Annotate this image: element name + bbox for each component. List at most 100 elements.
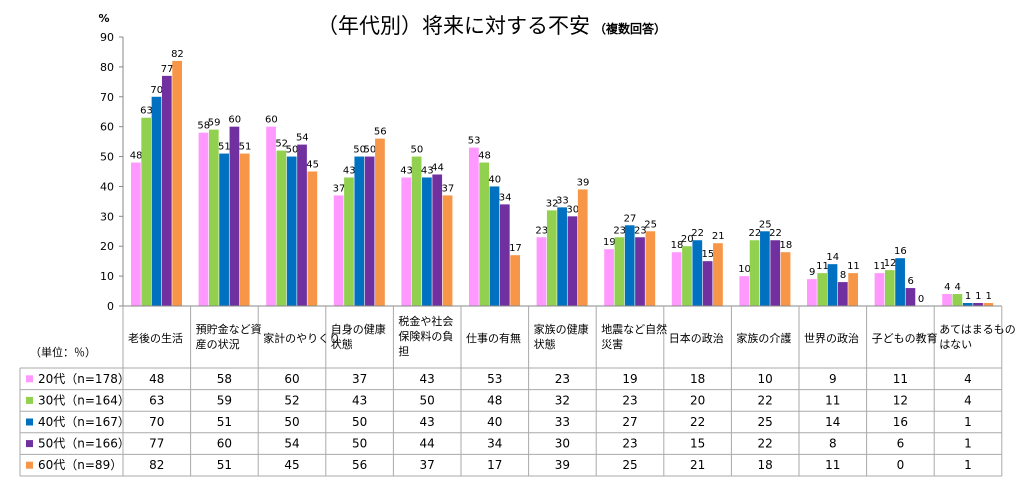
table-cell: 8: [829, 437, 837, 451]
bar-value-label: 14: [826, 252, 839, 263]
bar-value-label: 40: [488, 174, 501, 185]
bar-value-label: 21: [712, 231, 725, 242]
table-cell: 0: [897, 458, 905, 472]
bar-value-label: 25: [759, 219, 772, 230]
table-cell: 34: [487, 437, 502, 451]
table-cell: 11: [893, 372, 908, 386]
bar-value-label: 22: [749, 228, 762, 239]
bar-value-label: 11: [873, 261, 886, 272]
table-cell: 43: [352, 393, 367, 407]
bar-value-label: 44: [431, 162, 444, 173]
bar: [354, 156, 365, 306]
bar: [411, 156, 422, 306]
bar: [942, 294, 952, 306]
bar: [905, 288, 916, 306]
table-cell: 51: [217, 415, 232, 429]
legend-swatch: [26, 418, 33, 426]
bar-value-label: 18: [671, 240, 684, 251]
table-cell: 22: [758, 437, 773, 451]
bar: [198, 132, 209, 306]
bar-value-label: 23: [613, 225, 626, 236]
legend-series-name: 40代（n=167）: [38, 415, 130, 429]
table-cell: 1: [964, 415, 972, 429]
category-label: 仕事の有無: [466, 331, 521, 345]
table-cell: 6: [897, 437, 905, 451]
bar-value-label: 6: [908, 276, 914, 287]
bar-value-label: 54: [296, 133, 309, 144]
bar: [161, 75, 172, 306]
y-tick-label: 20: [100, 240, 114, 253]
bar-value-label: 37: [333, 183, 346, 194]
bar: [895, 258, 905, 306]
bar: [848, 273, 858, 306]
table-cell: 18: [758, 458, 773, 472]
bar: [874, 273, 885, 306]
bar-value-label: 32: [546, 198, 559, 209]
bar: [604, 249, 614, 306]
bar: [307, 171, 318, 306]
bar: [739, 276, 750, 306]
bar: [239, 153, 250, 306]
bar: [219, 153, 229, 306]
category-label: 地震など自然: [601, 322, 667, 336]
bar-value-label: 43: [421, 165, 434, 176]
table-cell: 14: [825, 415, 840, 429]
bar: [489, 186, 500, 306]
bar: [286, 156, 297, 306]
bar-value-label: 9: [809, 267, 815, 278]
table-cell: 17: [487, 458, 502, 472]
bar-value-label: 17: [509, 243, 522, 254]
bar: [333, 195, 344, 306]
bar-value-label: 70: [150, 85, 163, 96]
bar: [141, 117, 152, 306]
bar: [671, 252, 682, 306]
bar: [682, 246, 692, 306]
bar-value-label: 20: [681, 234, 694, 245]
bar: [749, 240, 760, 306]
bar-value-label: 15: [702, 249, 715, 260]
bar: [624, 225, 635, 306]
y-tick-label: 60: [100, 121, 114, 134]
bar-value-label: 1: [975, 291, 981, 302]
bar-value-label: 43: [400, 165, 413, 176]
table-cell: 45: [284, 458, 299, 472]
bar: [510, 255, 520, 306]
bar-value-label: 37: [441, 183, 454, 194]
table-cell: 60: [217, 437, 232, 451]
table-cell: 60: [284, 372, 299, 386]
bar: [442, 195, 453, 306]
bar: [837, 282, 848, 306]
bar-value-label: 33: [556, 195, 569, 206]
bar-value-label: 58: [197, 121, 210, 132]
table-cell: 82: [149, 458, 164, 472]
table-cell: 48: [487, 393, 502, 407]
bar: [297, 144, 307, 306]
y-axis-unit: %: [98, 12, 109, 25]
category-label: はない: [939, 338, 972, 351]
bar: [884, 270, 895, 306]
table-cell: 30: [555, 437, 570, 451]
bar-value-label: 12: [884, 258, 897, 269]
legend-swatch: [26, 375, 33, 383]
category-label: 日本の政治: [669, 331, 724, 345]
chart-subtitle: （複数回答）: [594, 21, 666, 36]
bar-value-label: 1: [965, 291, 971, 302]
bar: [807, 279, 817, 306]
bar-value-label: 11: [847, 261, 860, 272]
bar: [536, 237, 547, 306]
bar-value-label: 25: [644, 219, 657, 230]
table-cell: 50: [420, 393, 435, 407]
bar: [952, 294, 963, 306]
table-cell: 37: [352, 372, 367, 386]
bar-value-label: 4: [944, 282, 950, 293]
bar-value-label: 63: [140, 106, 153, 117]
category-label: 産の状況: [196, 337, 240, 351]
category-label: 災害: [601, 337, 623, 351]
table-cell: 48: [149, 372, 164, 386]
table-cell: 52: [284, 393, 299, 407]
bar-value-label: 22: [691, 228, 704, 239]
bar-value-label: 60: [265, 115, 278, 126]
bar-value-label: 53: [468, 136, 481, 147]
bar: [229, 126, 240, 307]
legend-series-name: 50代（n=166）: [38, 437, 130, 451]
